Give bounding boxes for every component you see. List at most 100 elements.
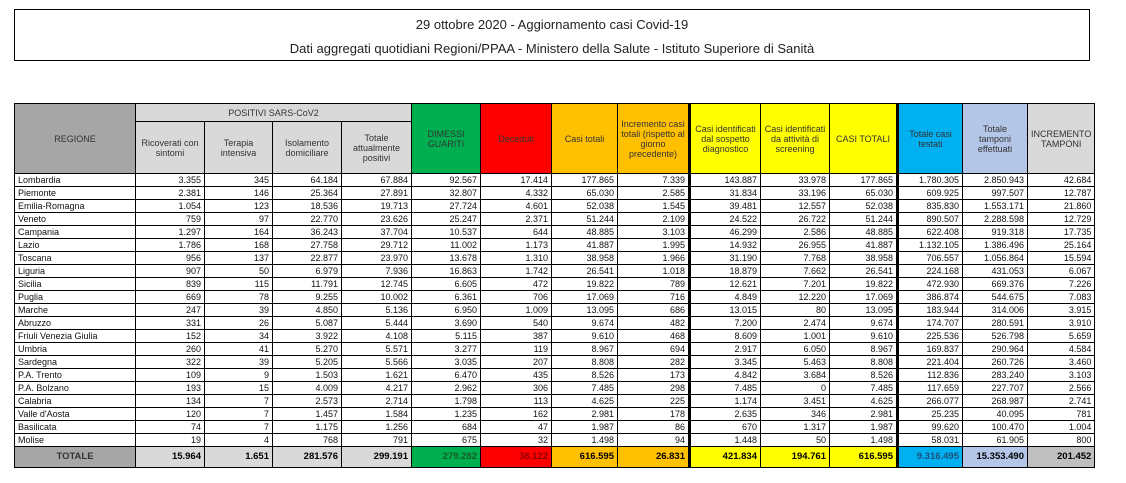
cell-value: 74 (135, 420, 205, 434)
cell-value: 27.891 (341, 186, 412, 200)
cell-value: 52.038 (829, 199, 899, 213)
cell-value: 706 (480, 290, 552, 304)
cell-value: 6.950 (411, 303, 481, 317)
table-row: Calabria 134 7 2.573 2.714 1.798 113 4.625 225 1.… (14, 394, 1096, 408)
cell-value: 1.132.105 (897, 238, 963, 252)
region-name: Sardegna (14, 355, 136, 369)
cell-value: 16.863 (411, 264, 481, 278)
cell-value: 4.842 (689, 368, 761, 382)
cell-value: 472 (480, 277, 552, 291)
cell-value: 2.714 (341, 394, 412, 408)
cell-value: 168 (204, 238, 273, 252)
table-row: Umbria 260 41 5.270 5.571 3.277 119 8.967 694 2.9… (14, 342, 1096, 356)
cell-value: 266.077 (897, 394, 963, 408)
cell-value: 1.786 (135, 238, 205, 252)
cell-value: 5.270 (272, 342, 342, 356)
cell-value: 80 (760, 303, 830, 317)
header-positivi-group: POSITIVI SARS-CoV2 (135, 103, 412, 122)
total-value: 9.316.495 (897, 446, 963, 468)
cell-value: 5.087 (272, 316, 342, 330)
cell-value: 5.463 (760, 355, 830, 369)
header-casi-totali-2: CASI TOTALI (829, 103, 899, 174)
cell-value: 14.932 (689, 238, 761, 252)
header-dimessi-guariti: DIMESSI GUARITI (411, 103, 481, 174)
total-value: 279.282 (411, 446, 481, 468)
cell-value: 4.625 (551, 394, 618, 408)
cell-value: 193 (135, 381, 205, 395)
cell-value: 17.069 (829, 290, 899, 304)
cell-value: 169.837 (897, 342, 963, 356)
cell-value: 4.108 (341, 329, 412, 343)
cell-value: 65.030 (829, 186, 899, 200)
cell-value: 1.987 (829, 420, 899, 434)
cell-value: 8.609 (689, 329, 761, 343)
cell-value: 152 (135, 329, 205, 343)
cell-value: 22.877 (272, 251, 342, 265)
cell-value: 684 (411, 420, 481, 434)
cell-value: 17.069 (551, 290, 618, 304)
cell-value: 3.690 (411, 316, 481, 330)
cell-value: 5.115 (411, 329, 481, 343)
cell-value: 3.103 (1026, 368, 1096, 382)
cell-value: 23.970 (341, 251, 412, 265)
total-value: 616.595 (829, 446, 899, 468)
cell-value: 100.470 (962, 420, 1028, 434)
header-tamponi-effettuati: Totale tamponi effettuati (962, 103, 1028, 174)
header-terapia-intensiva: Terapia intensiva (204, 121, 273, 174)
cell-value: 15.594 (1026, 251, 1096, 265)
cell-value: 26.722 (760, 212, 830, 226)
cell-value: 109 (135, 368, 205, 382)
cell-value: 2.288.598 (962, 212, 1028, 226)
region-name: Veneto (14, 212, 136, 226)
cell-value: 706.557 (897, 251, 963, 265)
cell-value: 33.196 (760, 186, 830, 200)
cell-value: 37.704 (341, 225, 412, 239)
cell-value: 8.808 (551, 355, 618, 369)
total-value: 194.761 (760, 446, 830, 468)
covid-cases-table: REGIONE POSITIVI SARS-CoV2 DIMESSI GUARI… (14, 103, 1096, 468)
total-value: 26.831 (617, 446, 691, 468)
cell-value: 544.675 (962, 290, 1028, 304)
cell-value: 386.874 (897, 290, 963, 304)
table-row: Sardegna 322 39 5.205 5.566 3.035 207 8.808 282 3… (14, 355, 1096, 369)
cell-value: 2.109 (617, 212, 691, 226)
cell-value: 12.729 (1026, 212, 1096, 226)
cell-value: 162 (480, 407, 552, 421)
cell-value: 174.707 (897, 316, 963, 330)
table-row: Toscana 956 137 22.877 23.970 13.678 1.310 38.9… (14, 251, 1096, 265)
total-value: 421.834 (689, 446, 761, 468)
cell-value: 78 (204, 290, 273, 304)
cell-value: 94 (617, 433, 691, 447)
cell-value: 7 (204, 420, 273, 434)
cell-value: 34 (204, 329, 273, 343)
cell-value: 41 (204, 342, 273, 356)
cell-value: 86 (617, 420, 691, 434)
cell-value: 431.053 (962, 264, 1028, 278)
cell-value: 6.470 (411, 368, 481, 382)
cell-value: 25.235 (897, 407, 963, 421)
table-row: Liguria 907 50 6.979 7.936 16.863 1.742 26.541 1… (14, 264, 1096, 278)
cell-value: 694 (617, 342, 691, 356)
cell-value: 1.498 (829, 433, 899, 447)
cell-value: 19.822 (551, 277, 618, 291)
cell-value: 92.567 (411, 173, 481, 187)
cell-value: 115 (204, 277, 273, 291)
cell-value: 11.002 (411, 238, 481, 252)
table-row: Veneto 759 97 22.770 23.626 25.247 2.371 51.244… (14, 212, 1096, 226)
report-title: 29 ottobre 2020 - Aggiornamento casi Cov… (415, 17, 689, 32)
header-screening: Casi identificati da attività di screeni… (760, 103, 830, 174)
cell-value: 290.964 (962, 342, 1028, 356)
cell-value: 997.507 (962, 186, 1028, 200)
cell-value: 791 (341, 433, 412, 447)
cell-value: 11.791 (272, 277, 342, 291)
report-subtitle: Dati aggregati quotidiani Regioni/PPAA -… (289, 41, 815, 56)
totals-label: TOTALE (14, 446, 136, 468)
table-row: Sicilia 839 115 11.791 12.745 6.605 472 19.822 7… (14, 277, 1096, 291)
cell-value: 12.621 (689, 277, 761, 291)
cell-value: 280.591 (962, 316, 1028, 330)
cell-value: 2.586 (760, 225, 830, 239)
cell-value: 7.768 (760, 251, 830, 265)
region-name: Lazio (14, 238, 136, 252)
cell-value: 113 (480, 394, 552, 408)
cell-value: 23.626 (341, 212, 412, 226)
